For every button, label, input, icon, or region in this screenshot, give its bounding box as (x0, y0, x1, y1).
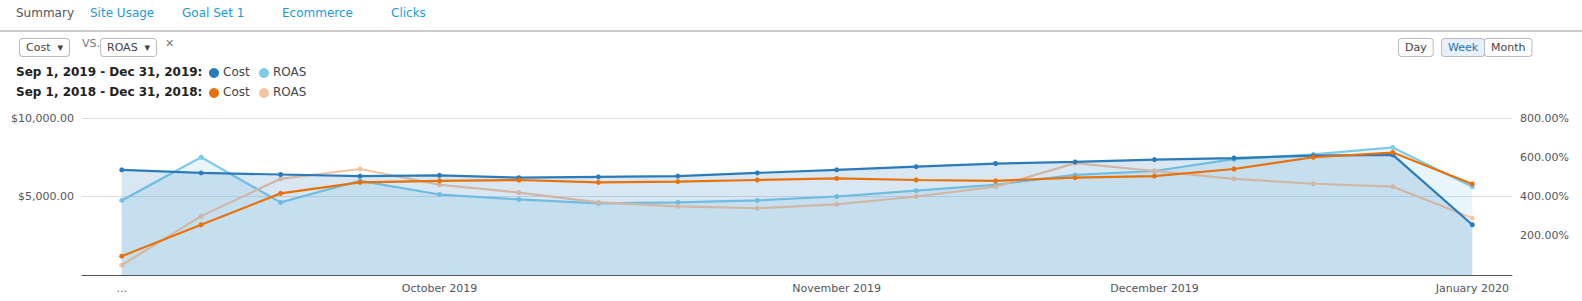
svg-text:400.00%: 400.00% (1520, 190, 1569, 203)
svg-text:$10,000.00: $10,000.00 (11, 112, 74, 125)
svg-text:January 2020: January 2020 (1435, 282, 1509, 295)
svg-text:200.00%: 200.00% (1520, 229, 1569, 242)
svg-text:Week: Week (1448, 41, 1479, 54)
svg-text:Ecommerce: Ecommerce (282, 6, 353, 20)
svg-text:Sep 1, 2018 - Dec 31, 2018:: Sep 1, 2018 - Dec 31, 2018: (16, 85, 202, 99)
svg-text:ROAS: ROAS (273, 65, 306, 79)
svg-text:600.00%: 600.00% (1520, 151, 1569, 164)
svg-text:✕: ✕ (165, 37, 174, 50)
svg-text:$5,000.00: $5,000.00 (18, 190, 74, 203)
svg-text:ROAS: ROAS (273, 85, 306, 99)
svg-text:ROAS ▾: ROAS ▾ (107, 41, 151, 54)
svg-text:Month: Month (1491, 41, 1526, 54)
svg-text:Day: Day (1405, 41, 1427, 54)
svg-text:Goal Set 1: Goal Set 1 (182, 6, 244, 20)
svg-text:Cost ▾: Cost ▾ (26, 41, 63, 54)
svg-text:Cost: Cost (223, 85, 250, 99)
svg-text:VS.: VS. (82, 37, 100, 50)
svg-text:November 2019: November 2019 (792, 282, 881, 295)
svg-text:Cost: Cost (223, 65, 250, 79)
svg-text:Site Usage: Site Usage (90, 6, 154, 20)
svg-text:Sep 1, 2019 - Dec 31, 2019:: Sep 1, 2019 - Dec 31, 2019: (16, 65, 202, 79)
svg-text:...: ... (116, 282, 127, 295)
svg-text:December 2019: December 2019 (1110, 282, 1199, 295)
svg-text:800.00%: 800.00% (1520, 112, 1569, 125)
svg-text:Summary: Summary (16, 6, 74, 20)
svg-text:October 2019: October 2019 (402, 282, 478, 295)
svg-text:Clicks: Clicks (391, 6, 426, 20)
